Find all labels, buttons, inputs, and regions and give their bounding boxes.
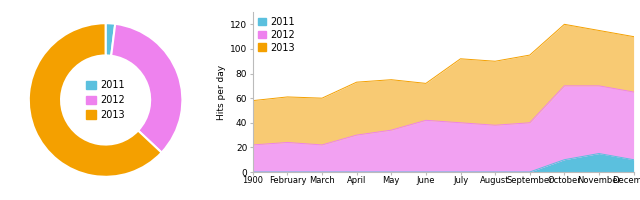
Wedge shape (29, 23, 161, 177)
Wedge shape (106, 23, 115, 56)
Legend: 2011, 2012, 2013: 2011, 2012, 2013 (258, 17, 295, 53)
Y-axis label: Hits per day: Hits per day (217, 64, 226, 120)
Wedge shape (111, 24, 182, 153)
Legend: 2011, 2012, 2013: 2011, 2012, 2013 (86, 80, 125, 120)
